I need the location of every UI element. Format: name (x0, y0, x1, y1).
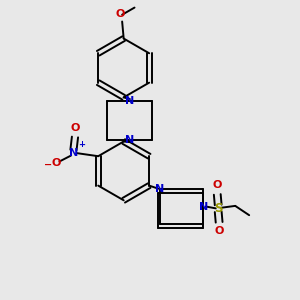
Text: S: S (214, 202, 222, 215)
Text: N: N (69, 148, 78, 158)
Text: O: O (116, 9, 125, 19)
Text: O: O (52, 158, 61, 168)
Text: +: + (78, 140, 85, 149)
Text: O: O (213, 180, 222, 190)
Text: −: − (44, 160, 52, 170)
Text: O: O (70, 123, 80, 133)
Text: N: N (125, 96, 134, 106)
Text: O: O (214, 226, 224, 236)
Text: N: N (199, 202, 208, 212)
Text: N: N (155, 184, 165, 194)
Text: N: N (125, 135, 134, 145)
